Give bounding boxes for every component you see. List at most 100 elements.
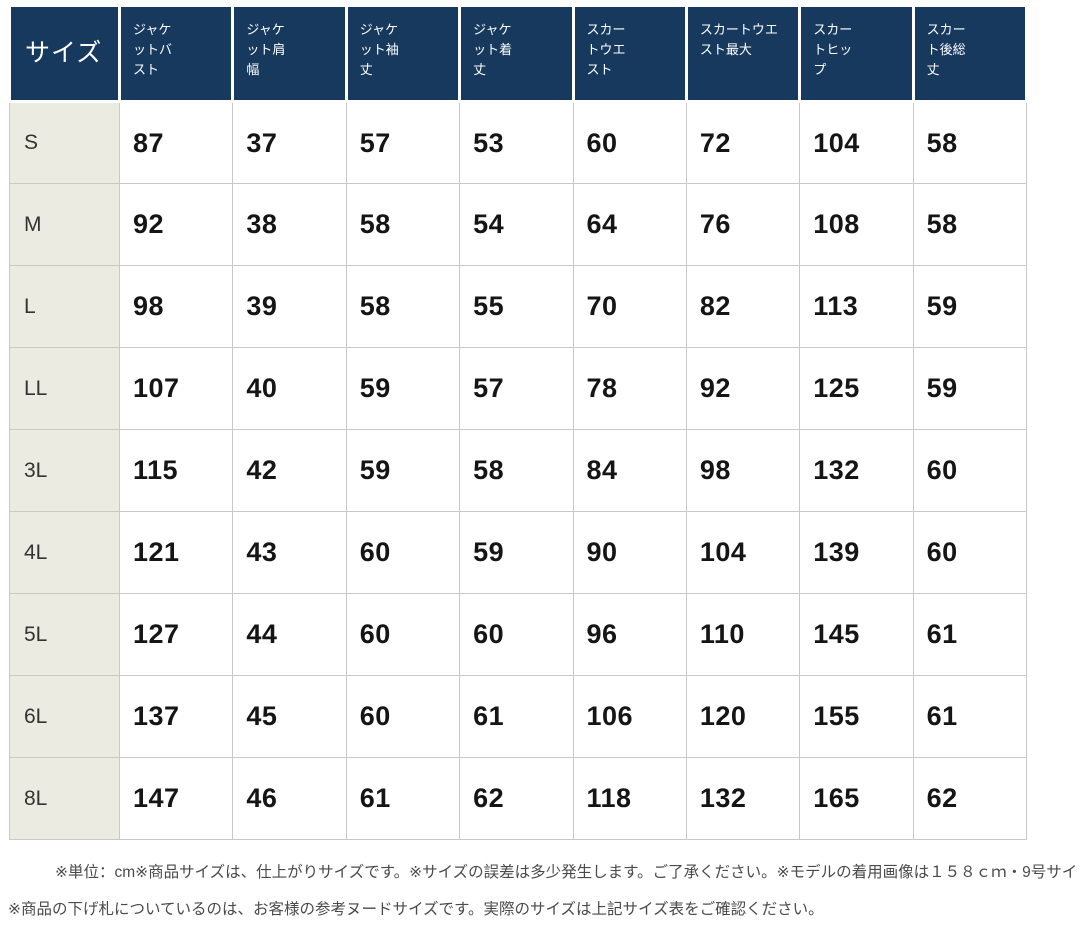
value-cell: 108 <box>799 183 914 266</box>
value-cell: 59 <box>345 429 461 512</box>
value-cell: 104 <box>685 511 801 594</box>
value-cell: 62 <box>912 757 1028 840</box>
size-label-cell: 6L <box>9 675 120 758</box>
value-cell: 76 <box>685 183 801 266</box>
value-cell: 70 <box>572 265 687 348</box>
size-label-cell: 8L <box>9 757 120 840</box>
footnote-units: ※単位：cm※商品サイズは、仕上がりサイズです。※サイズの誤差は多少発生します。… <box>55 864 1078 881</box>
value-cell: 155 <box>799 675 914 758</box>
value-cell: 92 <box>685 347 801 430</box>
value-cell: 60 <box>912 429 1028 512</box>
table-row: LL 107 40 59 57 78 92 125 59 <box>9 347 1028 430</box>
value-cell: 84 <box>572 429 687 512</box>
value-cell: 43 <box>232 511 347 594</box>
column-header: ジャケ ットバ スト <box>117 4 235 103</box>
value-cell: 61 <box>345 757 461 840</box>
value-cell: 121 <box>118 511 234 594</box>
table-row: 4L 121 43 60 59 90 104 139 60 <box>9 511 1028 594</box>
value-cell: 40 <box>232 347 347 430</box>
value-cell: 58 <box>912 101 1028 184</box>
value-cell: 59 <box>459 511 574 594</box>
value-cell: 58 <box>345 183 461 266</box>
value-cell: 127 <box>118 593 234 676</box>
value-cell: 60 <box>345 593 461 676</box>
column-header: スカー トウエ スト <box>571 4 688 103</box>
value-cell: 61 <box>912 593 1028 676</box>
value-cell: 72 <box>685 101 801 184</box>
value-cell: 57 <box>459 347 574 430</box>
table-row: M 92 38 58 54 64 76 108 58 <box>9 183 1028 266</box>
value-cell: 57 <box>345 101 461 184</box>
size-label-cell: S <box>9 101 120 184</box>
value-cell: 58 <box>912 183 1028 266</box>
value-cell: 42 <box>232 429 347 512</box>
column-header: スカートウエ スト最大 <box>684 4 802 103</box>
value-cell: 104 <box>799 101 914 184</box>
value-cell: 145 <box>799 593 914 676</box>
value-cell: 58 <box>345 265 461 348</box>
value-cell: 38 <box>232 183 347 266</box>
size-label-cell: 5L <box>9 593 120 676</box>
value-cell: 59 <box>345 347 461 430</box>
value-cell: 115 <box>118 429 234 512</box>
value-cell: 60 <box>572 101 687 184</box>
value-cell: 107 <box>118 347 234 430</box>
value-cell: 60 <box>912 511 1028 594</box>
table-row: L 98 39 58 55 70 82 113 59 <box>9 265 1028 348</box>
value-cell: 39 <box>232 265 347 348</box>
value-cell: 92 <box>118 183 234 266</box>
table-row: S 87 37 57 53 60 72 104 58 <box>9 101 1028 184</box>
value-cell: 96 <box>572 593 687 676</box>
footnote-tag-size: ※商品の下げ札についているのは、お客様の参考ヌードサイズです。実際のサイズは上記… <box>8 901 824 918</box>
value-cell: 54 <box>459 183 574 266</box>
value-cell: 59 <box>912 347 1028 430</box>
table-row: 8L 147 46 61 62 118 132 165 62 <box>9 757 1028 840</box>
column-header: スカー ト後総 丈 <box>911 4 1029 103</box>
size-label-cell: M <box>9 183 120 266</box>
size-corner-header: サイズ <box>8 4 121 103</box>
value-cell: 62 <box>459 757 574 840</box>
value-cell: 98 <box>118 265 234 348</box>
value-cell: 139 <box>799 511 914 594</box>
column-header: ジャケ ット袖 丈 <box>344 4 462 103</box>
column-header: ジャケ ット肩 幅 <box>231 4 348 103</box>
value-cell: 60 <box>459 593 574 676</box>
value-cell: 45 <box>232 675 347 758</box>
value-cell: 59 <box>912 265 1028 348</box>
header-row: サイズ ジャケ ットバ スト ジャケ ット肩 幅ジャケ ット袖 丈ジャケ ット着 … <box>8 4 1029 103</box>
size-table-header: サイズ ジャケ ットバ スト ジャケ ット肩 幅ジャケ ット袖 丈ジャケ ット着 … <box>8 4 1029 103</box>
value-cell: 90 <box>572 511 687 594</box>
value-cell: 37 <box>232 101 347 184</box>
value-cell: 165 <box>799 757 914 840</box>
value-cell: 61 <box>912 675 1028 758</box>
column-header: スカー トヒッ プ <box>798 4 915 103</box>
value-cell: 147 <box>118 757 234 840</box>
value-cell: 61 <box>459 675 574 758</box>
size-label-cell: LL <box>9 347 120 430</box>
value-cell: 137 <box>118 675 234 758</box>
table-row: 5L 127 44 60 60 96 110 145 61 <box>9 593 1028 676</box>
value-cell: 132 <box>685 757 801 840</box>
value-cell: 60 <box>345 511 461 594</box>
value-cell: 132 <box>799 429 914 512</box>
value-cell: 120 <box>685 675 801 758</box>
value-cell: 78 <box>572 347 687 430</box>
value-cell: 98 <box>685 429 801 512</box>
value-cell: 87 <box>118 101 234 184</box>
value-cell: 53 <box>459 101 574 184</box>
value-cell: 55 <box>459 265 574 348</box>
size-label-cell: 3L <box>9 429 120 512</box>
size-label-cell: L <box>9 265 120 348</box>
value-cell: 118 <box>572 757 687 840</box>
footnotes: ※単位：cm※商品サイズは、仕上がりサイズです。※サイズの誤差は多少発生します。… <box>8 860 1080 919</box>
table-row: 6L 137 45 60 61 106 120 155 61 <box>9 675 1028 758</box>
size-label-cell: 4L <box>9 511 120 594</box>
value-cell: 106 <box>572 675 687 758</box>
value-cell: 113 <box>799 265 914 348</box>
value-cell: 64 <box>572 183 687 266</box>
value-cell: 110 <box>685 593 801 676</box>
table-row: 3L 115 42 59 58 84 98 132 60 <box>9 429 1028 512</box>
value-cell: 46 <box>232 757 347 840</box>
value-cell: 44 <box>232 593 347 676</box>
